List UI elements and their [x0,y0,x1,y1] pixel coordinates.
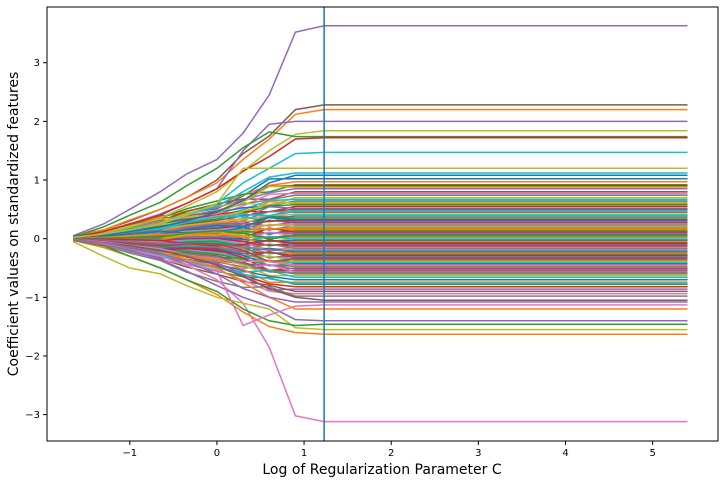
coefficient-path-highlight [72,239,688,322]
x-axis-ticks: −1 0 1 2 3 4 5 [122,441,656,459]
y-axis-title: Coefficient values on standardized featu… [6,72,22,377]
coefficient-path-highlight [72,137,688,239]
x-tick-label: 5 [649,448,655,459]
coefficient-path-highlight [73,167,688,239]
coefficient-path-highlight [72,239,688,327]
coefficient-path [73,230,688,240]
coefficient-path [72,239,688,297]
y-tick-label: −1 [25,293,40,304]
y-tick-label: 0 [34,234,40,245]
coefficient-path [73,238,688,263]
y-axis-ticks: −3 −2 −1 0 1 2 3 [25,58,47,421]
plot-frame [46,6,719,442]
y-tick-label: −3 [25,410,40,421]
coefficient-path-highlight [73,239,688,303]
x-tick-label: 1 [301,448,307,459]
x-tick-label: 3 [475,448,481,459]
coefficient-path-highlight [72,131,688,238]
x-tick-label: 4 [562,448,568,459]
y-tick-label: 1 [34,176,40,187]
y-tick-label: 3 [34,58,40,69]
coefficient-path-highlight [73,239,688,301]
x-tick-label: 2 [388,448,394,459]
x-axis-title: Log of Regularization Parameter C [262,462,501,478]
series-layer [72,25,688,423]
x-tick-label: 0 [214,448,220,459]
coefficient-path-highlight [72,129,688,239]
coefficient-path-highlight [73,174,688,239]
coefficient-path-highlight [72,240,688,331]
y-tick-label: −2 [25,351,40,362]
coefficient-path-highlight [72,25,688,237]
x-tick-label: −1 [122,448,137,459]
coefficient-path [73,227,688,240]
coefficient-path [72,185,688,238]
coefficient-path [73,238,688,247]
coefficient-path-highlight [72,108,688,238]
y-tick-label: 2 [34,117,40,128]
